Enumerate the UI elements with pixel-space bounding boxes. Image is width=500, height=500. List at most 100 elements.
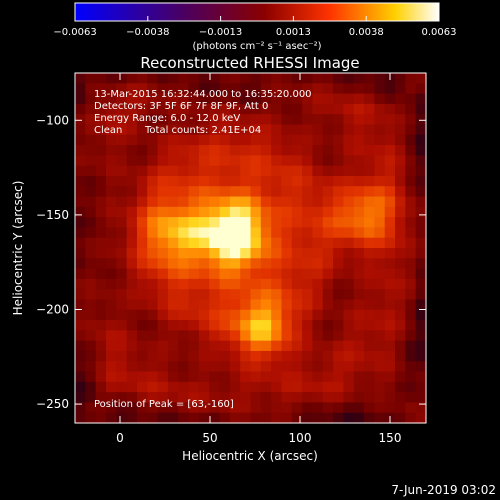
heatmap-cell (167, 289, 179, 301)
heatmap-cell (157, 114, 169, 126)
heatmap-cell (333, 237, 345, 249)
heatmap-cell (105, 412, 117, 424)
heatmap-cell (85, 320, 97, 331)
heatmap-cell (395, 93, 406, 105)
heatmap-cell (75, 134, 86, 146)
heatmap-cell (126, 381, 138, 393)
heatmap-cell (395, 83, 406, 95)
heatmap-cell (364, 175, 375, 187)
heatmap-cell (364, 402, 375, 414)
heatmap-cell (209, 412, 221, 424)
heatmap-cell (147, 248, 159, 259)
heatmap-cell (343, 186, 355, 198)
heatmap-cell (271, 175, 283, 187)
heatmap-cell (105, 320, 117, 331)
heatmap-cell (353, 103, 365, 115)
heatmap-cell (364, 268, 375, 280)
heatmap-cell (250, 299, 262, 311)
info-total-counts: Total counts: 2.41E+04 (144, 125, 261, 136)
heatmap-cell (415, 83, 427, 95)
heatmap-cell (333, 93, 345, 105)
heatmap-cell (271, 93, 283, 105)
heatmap-cell (198, 392, 210, 404)
heatmap-cell (136, 289, 148, 301)
x-tick-label: 0 (116, 431, 124, 445)
heatmap-cell (188, 175, 200, 187)
heatmap-cell (281, 103, 293, 115)
heatmap-cell (281, 155, 293, 167)
heatmap-cell (260, 309, 272, 321)
heatmap-cell (126, 402, 138, 414)
heatmap-cell (147, 320, 159, 331)
heatmap-cell (364, 278, 375, 290)
heatmap-cell (395, 217, 406, 229)
heatmap-cell (322, 248, 334, 259)
heatmap-cell (384, 340, 396, 352)
heatmap-cell (75, 175, 86, 187)
heatmap-cell (240, 361, 252, 373)
heatmap-cell (75, 145, 86, 156)
heatmap-cell (229, 93, 241, 105)
heatmap-cell (105, 134, 117, 146)
heatmap-cell (364, 103, 375, 115)
heatmap-cell (85, 206, 97, 218)
heatmap-cell (364, 237, 375, 249)
heatmap-cell (271, 381, 283, 393)
heatmap-cell (302, 268, 314, 280)
heatmap-cell (188, 186, 200, 198)
heatmap-cell (105, 350, 117, 362)
heatmap-cell (95, 217, 107, 229)
heatmap-cell (281, 289, 293, 301)
colorbar-tick-label: −0.0063 (53, 27, 96, 38)
heatmap-cell (219, 340, 231, 352)
heatmap-cell (229, 155, 241, 167)
heatmap-cell (209, 196, 221, 208)
heatmap-cell (353, 155, 365, 167)
heatmap-cell (167, 196, 179, 208)
colorbar-gradient (74, 2, 440, 22)
heatmap-cell (415, 248, 427, 259)
heatmap-cell (384, 268, 396, 280)
heatmap-cell (415, 371, 427, 383)
heatmap-cell (178, 217, 190, 229)
heatmap-cell (75, 206, 86, 218)
heatmap-cell (136, 371, 148, 383)
heatmap-cell (374, 114, 386, 126)
heatmap-cell (167, 309, 179, 321)
heatmap-cell (136, 340, 148, 352)
heatmap-cell (167, 206, 179, 218)
heatmap-cell (136, 165, 148, 177)
heatmap-cell (209, 309, 221, 321)
heatmap-cell (240, 196, 252, 208)
heatmap-cell (147, 330, 159, 342)
heatmap-cell (105, 309, 117, 321)
heatmap-cell (322, 330, 334, 342)
heatmap-cell (384, 392, 396, 404)
heatmap-cell (198, 237, 210, 249)
heatmap-cell (147, 196, 159, 208)
heatmap-cell (147, 93, 159, 105)
heatmap-cell (126, 258, 138, 270)
heatmap-cell (374, 268, 386, 280)
heatmap-cell (126, 186, 138, 198)
heatmap-cell (229, 134, 241, 146)
x-axis: 0 50 100 150 (116, 73, 401, 445)
heatmap-cell (85, 145, 97, 156)
heatmap-cell (353, 381, 365, 393)
heatmap-cell (312, 237, 324, 249)
heatmap-cell (250, 278, 262, 290)
heatmap-cell (95, 227, 107, 239)
heatmap-cell (322, 124, 334, 136)
heatmap-cell (219, 227, 231, 239)
heatmap-cell (260, 381, 272, 393)
heatmap-cell (188, 258, 200, 270)
heatmap-cell (343, 155, 355, 167)
heatmap-cell (116, 165, 128, 177)
heatmap-cell (116, 412, 128, 424)
heatmap-cell (126, 392, 138, 404)
heatmap-cell (240, 340, 252, 352)
heatmap-cell (229, 73, 241, 84)
heatmap-cell (136, 93, 148, 105)
heatmap-cell (312, 83, 324, 95)
heatmap-cell (250, 206, 262, 218)
